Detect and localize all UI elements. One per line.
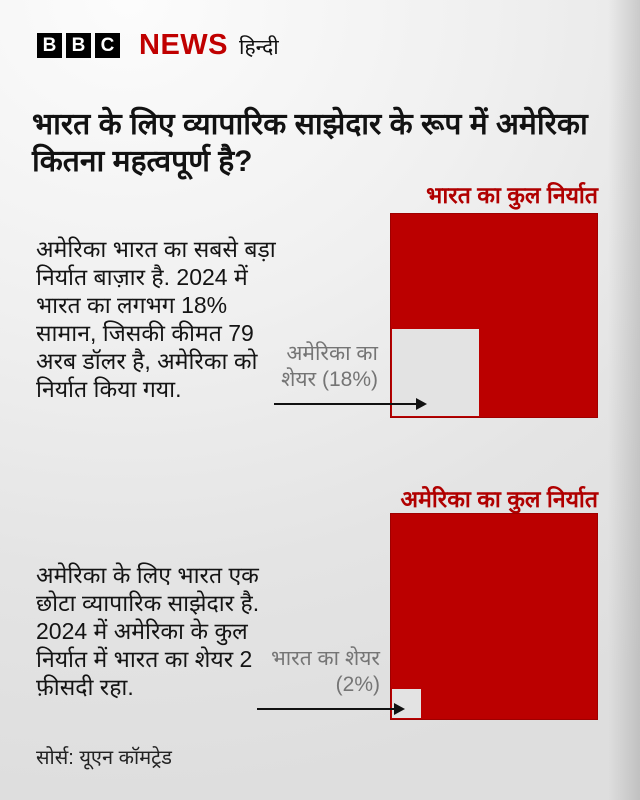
section-1-body-text: अमेरिका भारत का सबसे बड़ा निर्यात बाज़ार… [36, 236, 276, 402]
news-wordmark: NEWS [139, 29, 228, 61]
page-title: भारत के लिए व्यापारिक साझेदार के रूप में… [32, 106, 617, 180]
bbc-block-b2: B [66, 33, 91, 58]
bbc-block-b1: B [37, 33, 62, 58]
section-2-chart-title: अमेरिका का कुल निर्यात [400, 486, 599, 512]
section-1-total-square [390, 213, 598, 418]
section-1-chart-title: भारत का कुल निर्यात [426, 182, 598, 208]
section-2-share-label: भारत का शेयर (2%) [270, 647, 380, 696]
section-1-arrow-icon [274, 398, 427, 410]
section-2-body-text: अमेरिका के लिए भारत एक छोटा व्यापारिक सा… [36, 562, 260, 700]
page-title-line-2: कितना महत्वपूर्ण है? [32, 145, 253, 179]
section-2-arrow-icon [257, 703, 405, 715]
section-2-total-square [390, 513, 598, 720]
page-title-line-1: भारत के लिए व्यापारिक साझेदार के रूप में… [32, 108, 588, 142]
bbc-block-c: C [95, 33, 120, 58]
source-label: सोर्स: यूएन कॉमट्रेड [36, 747, 172, 769]
bbc-logo: B B C NEWS हिन्दी [37, 31, 279, 60]
section-1-share-square [392, 329, 479, 416]
section-1-share-label: अमेरिका का शेयर (18%) [281, 342, 378, 391]
language-label: हिन्दी [239, 35, 279, 59]
